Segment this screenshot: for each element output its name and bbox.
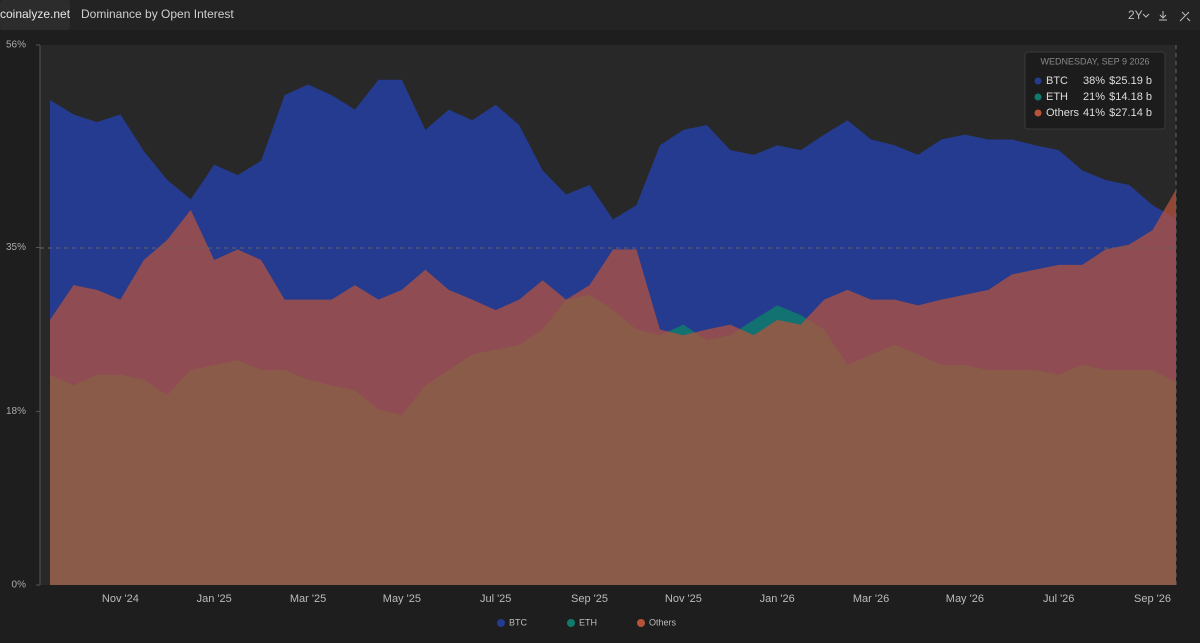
- legend-marker: [637, 619, 645, 627]
- x-tick-label: Jan '25: [197, 593, 232, 605]
- chart-title: Dominance by Open Interest: [81, 7, 234, 21]
- tooltip-marker: [1034, 77, 1042, 85]
- legend-label: Others: [649, 617, 677, 627]
- range-caret[interactable]: [1142, 13, 1150, 18]
- legend-marker: [497, 619, 505, 627]
- tooltip-name: BTC: [1046, 75, 1068, 87]
- x-tick-label: Mar '25: [290, 593, 326, 605]
- tooltip: WEDNESDAY, SEP 9 2026 BTC 38% $25.19 b ETH 2…: [1024, 51, 1166, 130]
- x-tick-label: Jan '26: [760, 593, 795, 605]
- y-tick-label: 35%: [6, 242, 26, 253]
- tooltip-pct: 38%: [1083, 75, 1105, 87]
- area: [50, 189, 1176, 585]
- legend-label: BTC: [509, 617, 528, 627]
- y-tick-label: 18%: [6, 406, 26, 417]
- x-tick-label: Nov '24: [102, 593, 139, 605]
- x-tick-label: Jul '26: [1043, 593, 1074, 605]
- tooltip-amount: $27.14 b: [1109, 107, 1152, 119]
- draw-icon[interactable]: [1179, 11, 1191, 22]
- legend-marker: [567, 619, 575, 627]
- range-select[interactable]: 2Y: [1128, 8, 1143, 22]
- tooltip-box: [1024, 51, 1166, 130]
- x-tick-label: Nov '25: [665, 593, 702, 605]
- download-icon[interactable]: [1159, 11, 1167, 21]
- tooltip-amount: $14.18 b: [1109, 91, 1152, 103]
- x-tick-label: Sep '25: [571, 593, 608, 605]
- tooltip-name: ETH: [1046, 91, 1068, 103]
- x-tick-label: Sep '26: [1134, 593, 1171, 605]
- plot: [50, 79, 1176, 585]
- tooltip-pct: 41%: [1083, 107, 1105, 119]
- x-tick-label: Mar '26: [853, 593, 889, 605]
- x-tick-label: May '26: [946, 593, 984, 605]
- brand[interactable]: coinalyze.net: [0, 7, 71, 21]
- tooltip-name: Others: [1046, 107, 1080, 119]
- tooltip-amount: $25.19 b: [1109, 75, 1152, 87]
- y-tick-label: 56%: [6, 40, 26, 51]
- y-tick-label: 0%: [12, 580, 27, 591]
- tooltip-date: WEDNESDAY, SEP 9 2026: [1040, 56, 1149, 66]
- x-tick-label: Jul '25: [480, 593, 511, 605]
- brand-box[interactable]: [0, 0, 70, 30]
- x-tick-label: May '25: [383, 593, 421, 605]
- tooltip-marker: [1034, 93, 1042, 101]
- header-bar: [0, 0, 1200, 30]
- tooltip-marker: [1034, 109, 1042, 117]
- legend-label: ETH: [579, 617, 597, 627]
- tooltip-pct: 21%: [1083, 91, 1105, 103]
